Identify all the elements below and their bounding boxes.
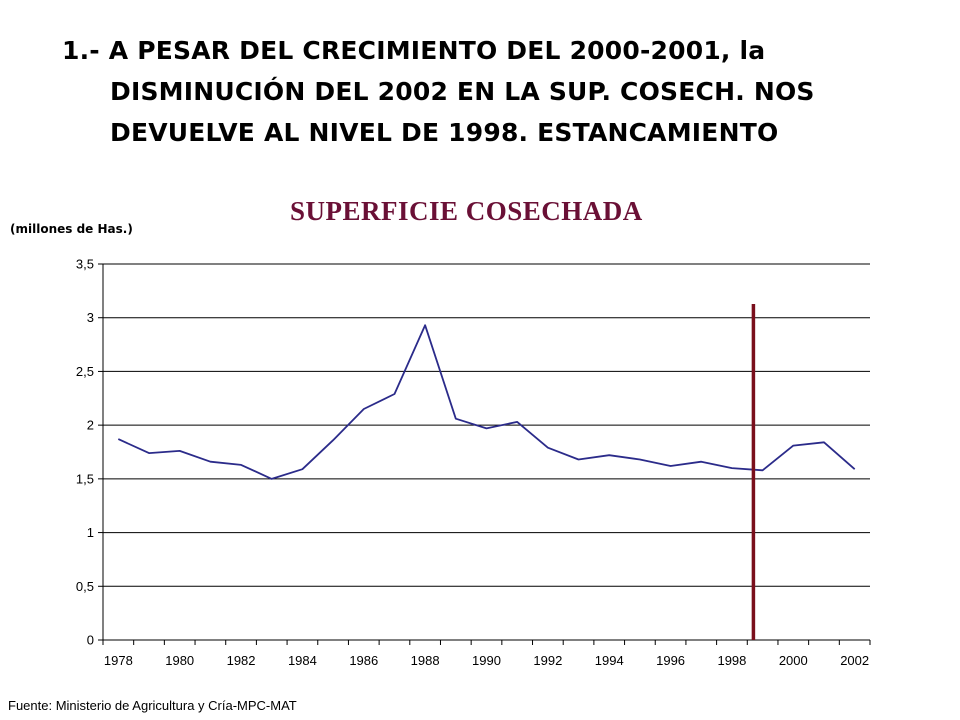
x-tick-label: 1994 bbox=[595, 653, 624, 668]
y-tick-label: 3,5 bbox=[76, 257, 94, 272]
y-tick-label: 1 bbox=[87, 525, 94, 540]
chart-title: SUPERFICIE COSECHADA bbox=[290, 196, 643, 226]
gridlines bbox=[103, 263, 870, 587]
series-line bbox=[117, 324, 856, 480]
tick-labels: 0 0,5 1 1,5 2 2,5 3 3,5 1978 1980 1982 1984 1986 1988… bbox=[76, 257, 869, 669]
y-tick-label: 3 bbox=[87, 310, 94, 325]
x-tick-label: 1984 bbox=[288, 653, 317, 668]
x-tick-label: 2000 bbox=[779, 653, 808, 668]
x-tick-label: 1996 bbox=[656, 653, 685, 668]
x-tick-label: 1982 bbox=[227, 653, 256, 668]
y-tick-label: 0,5 bbox=[76, 579, 94, 594]
x-tick-label: 1992 bbox=[533, 653, 562, 668]
axes bbox=[98, 263, 871, 645]
headline-line-3: DEVUELVE AL NIVEL DE 1998. ESTANCAMIENTO bbox=[110, 118, 779, 147]
headline-line-1: 1.- A PESAR DEL CRECIMIENTO DEL 2000-200… bbox=[62, 36, 766, 65]
y-tick-label: 0 bbox=[87, 633, 94, 648]
y-axis-unit-label: (millones de Has.) bbox=[10, 222, 133, 236]
headline: 1.- A PESAR DEL CRECIMIENTO DEL 2000-200… bbox=[62, 30, 952, 153]
y-tick-label: 1,5 bbox=[76, 471, 94, 486]
source-note: Fuente: Ministerio de Agricultura y Cría… bbox=[8, 698, 297, 713]
y-tick-label: 2 bbox=[87, 418, 94, 433]
x-tick-label: 1980 bbox=[165, 653, 194, 668]
x-tick-label: 1988 bbox=[411, 653, 440, 668]
x-tick-label: 1986 bbox=[349, 653, 378, 668]
x-tick-label: 1978 bbox=[104, 653, 133, 668]
headline-line-2: DISMINUCIÓN DEL 2002 EN LA SUP. COSECH. … bbox=[110, 77, 815, 106]
x-tick-label: 2002 bbox=[840, 653, 869, 668]
y-tick-label: 2,5 bbox=[76, 364, 94, 379]
x-tick-label: 1990 bbox=[472, 653, 501, 668]
series bbox=[117, 324, 856, 480]
x-tick-label: 1998 bbox=[717, 653, 746, 668]
